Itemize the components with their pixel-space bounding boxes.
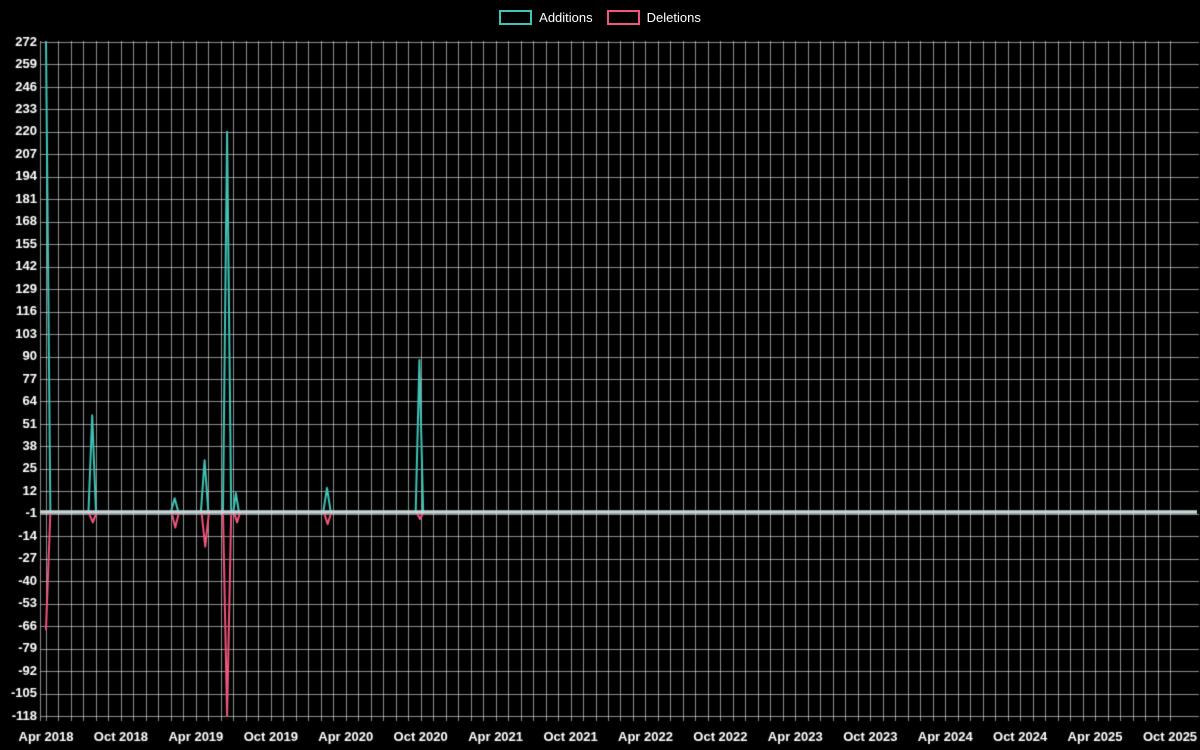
legend-item-additions[interactable]: Additions xyxy=(499,8,593,27)
deletions-legend-label: Deletions xyxy=(646,10,701,25)
additions-legend-label: Additions xyxy=(539,10,593,25)
chart-legend: Additions Deletions xyxy=(0,8,1200,27)
additions-swatch xyxy=(499,10,533,25)
deletions-swatch xyxy=(606,10,640,25)
legend-item-deletions[interactable]: Deletions xyxy=(606,8,701,27)
